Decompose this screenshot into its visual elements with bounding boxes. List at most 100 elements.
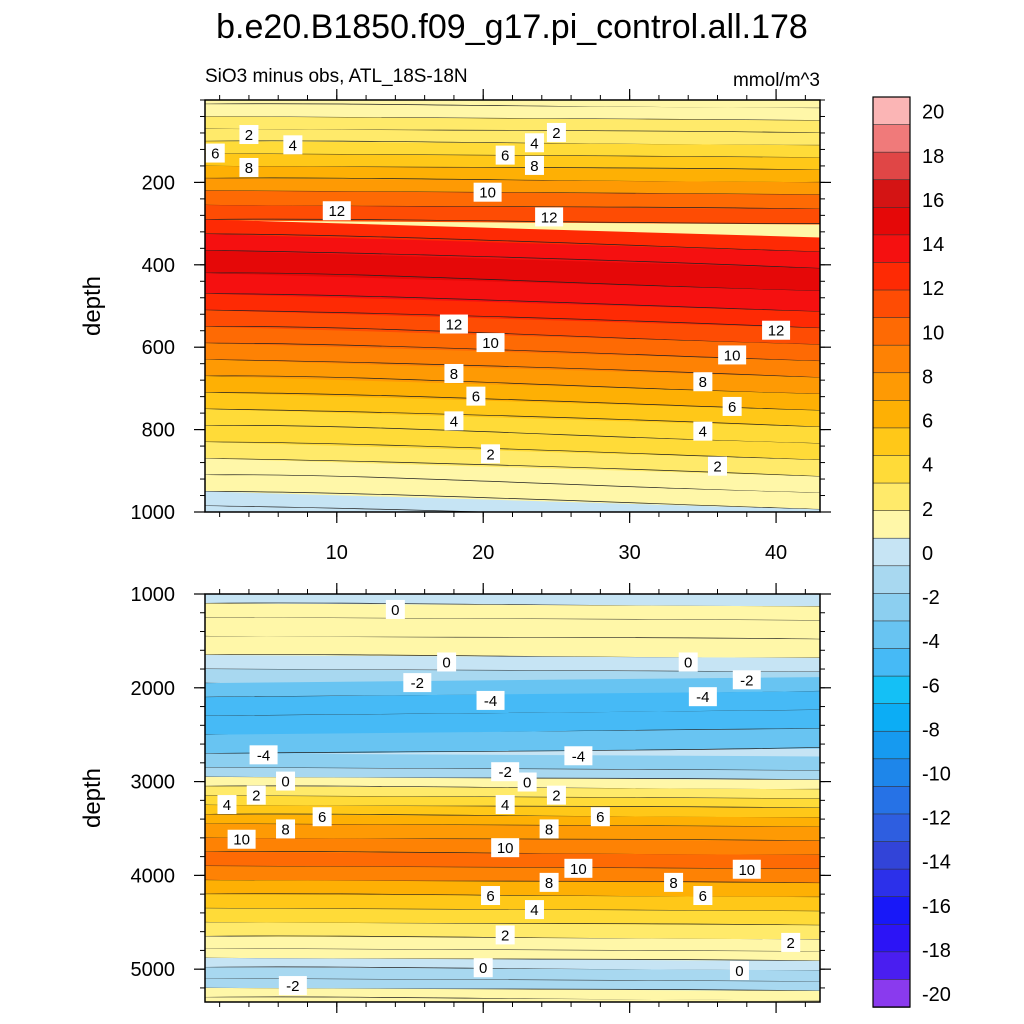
lower-band [205,908,820,927]
lower-band [205,709,820,736]
y-tick-label: 1000 [131,584,176,606]
contour-label-box [495,145,515,165]
colorbar-label: 10 [922,322,944,344]
contour-label-box [539,819,559,839]
contour-label: 6 [466,386,486,406]
contour-label-box [693,421,713,441]
lower-contour-line [205,795,820,800]
contour-label-box [217,795,237,815]
lower-contour-line [205,865,820,870]
colorbar-label: -20 [922,984,951,1006]
contour-label-box [473,958,493,978]
contour-label-box [322,201,351,221]
contour-label-box [239,125,259,145]
contour-label-box [708,456,727,476]
contour-label-box [481,886,501,906]
contour-label: 0 [385,599,405,619]
contour-label-text: 10 [724,347,741,364]
contour-label-box [473,182,502,202]
contour-label-text: 6 [211,146,219,163]
lower-contour-line [205,948,820,952]
colorbar-label: -6 [922,675,940,697]
contour-label-text: 10 [497,840,514,857]
contour-label-text: 6 [486,888,494,905]
upper-contour-line [205,116,820,121]
contour-label-box [403,673,432,693]
colorbar-swatch [872,317,911,346]
colorbar-swatch [872,703,911,733]
colorbar-label: -12 [922,808,951,830]
contour-label-text: 2 [713,459,721,476]
contour-label-box [495,925,515,945]
contour-label: 12 [322,201,351,221]
contour-label: 2 [246,785,266,805]
contour-label: 0 [473,958,493,978]
contour-label-box [278,976,307,996]
contour-label: 8 [276,819,296,839]
upper-contour-line [205,233,820,253]
colorbar-label: -18 [922,940,951,962]
colorbar-swatch [872,400,911,429]
contour-label: 2 [546,122,566,142]
y-tick-label: 1000 [131,502,176,524]
contour-label: 6 [481,886,501,906]
lower-band [205,936,820,953]
colorbar-label: 20 [922,102,944,124]
upper-band [205,100,820,110]
colorbar-swatch [872,207,911,236]
contour-label-box [732,670,761,690]
colorbar-swatch [872,482,911,512]
contour-label-box [283,135,303,155]
contour-label-text: 0 [735,963,743,980]
colorbar-swatch [872,344,911,374]
contour-label-box [437,652,457,672]
upper-band [205,233,820,270]
contour-label-text: 0 [281,774,289,791]
contour-label-box [276,819,296,839]
colorbar-swatch [872,896,911,926]
contour-label-box [444,363,464,383]
contour-label-text: 0 [479,960,487,977]
colorbar-swatch [872,234,911,264]
upper-panel: 2468122468101212108642121086422004006008… [79,89,831,564]
colorbar-label: 18 [922,146,944,168]
colorbar-swatch [872,813,911,843]
contour-label-box [476,690,505,710]
lower-band [205,594,820,608]
contour-label-text: 10 [570,861,587,878]
y-tick-label: 3000 [131,772,176,794]
lower-band [205,776,820,791]
contour-label-box [564,746,593,766]
contour-label-box [546,785,566,805]
contour-label: 0 [437,652,457,672]
colorbar-label: -4 [922,631,940,653]
colorbar-swatch [872,593,911,622]
contour-label: -4 [688,687,717,707]
upper-band [205,343,820,379]
lower-contour-line [205,668,820,673]
contour-label-text: 2 [486,446,494,463]
contour-label-text: 0 [442,654,450,671]
upper-band [205,128,820,147]
upper-contour-line [205,408,820,428]
upper-contour-line [205,309,820,329]
x-tick-label: 40 [765,542,787,564]
contour-label: 8 [539,819,559,839]
y-tick-label: 600 [142,337,175,359]
contour-label-box [246,785,266,805]
contour-label: -2 [491,762,520,782]
contour-label-text: -2 [499,764,512,781]
contour-label-box [718,345,747,365]
contour-label: 10 [718,345,747,365]
x-tick-label: 30 [619,542,641,564]
contour-label-box [476,333,505,353]
lower-contour-line [205,978,820,982]
contour-label-box [385,599,405,619]
contour-label-text: 8 [530,158,538,175]
colorbar-swatch [872,868,911,898]
colorbar-label: -2 [922,587,940,609]
colorbar-label: -16 [922,896,951,918]
upper-band [205,250,820,293]
colorbar-swatch [872,951,911,981]
